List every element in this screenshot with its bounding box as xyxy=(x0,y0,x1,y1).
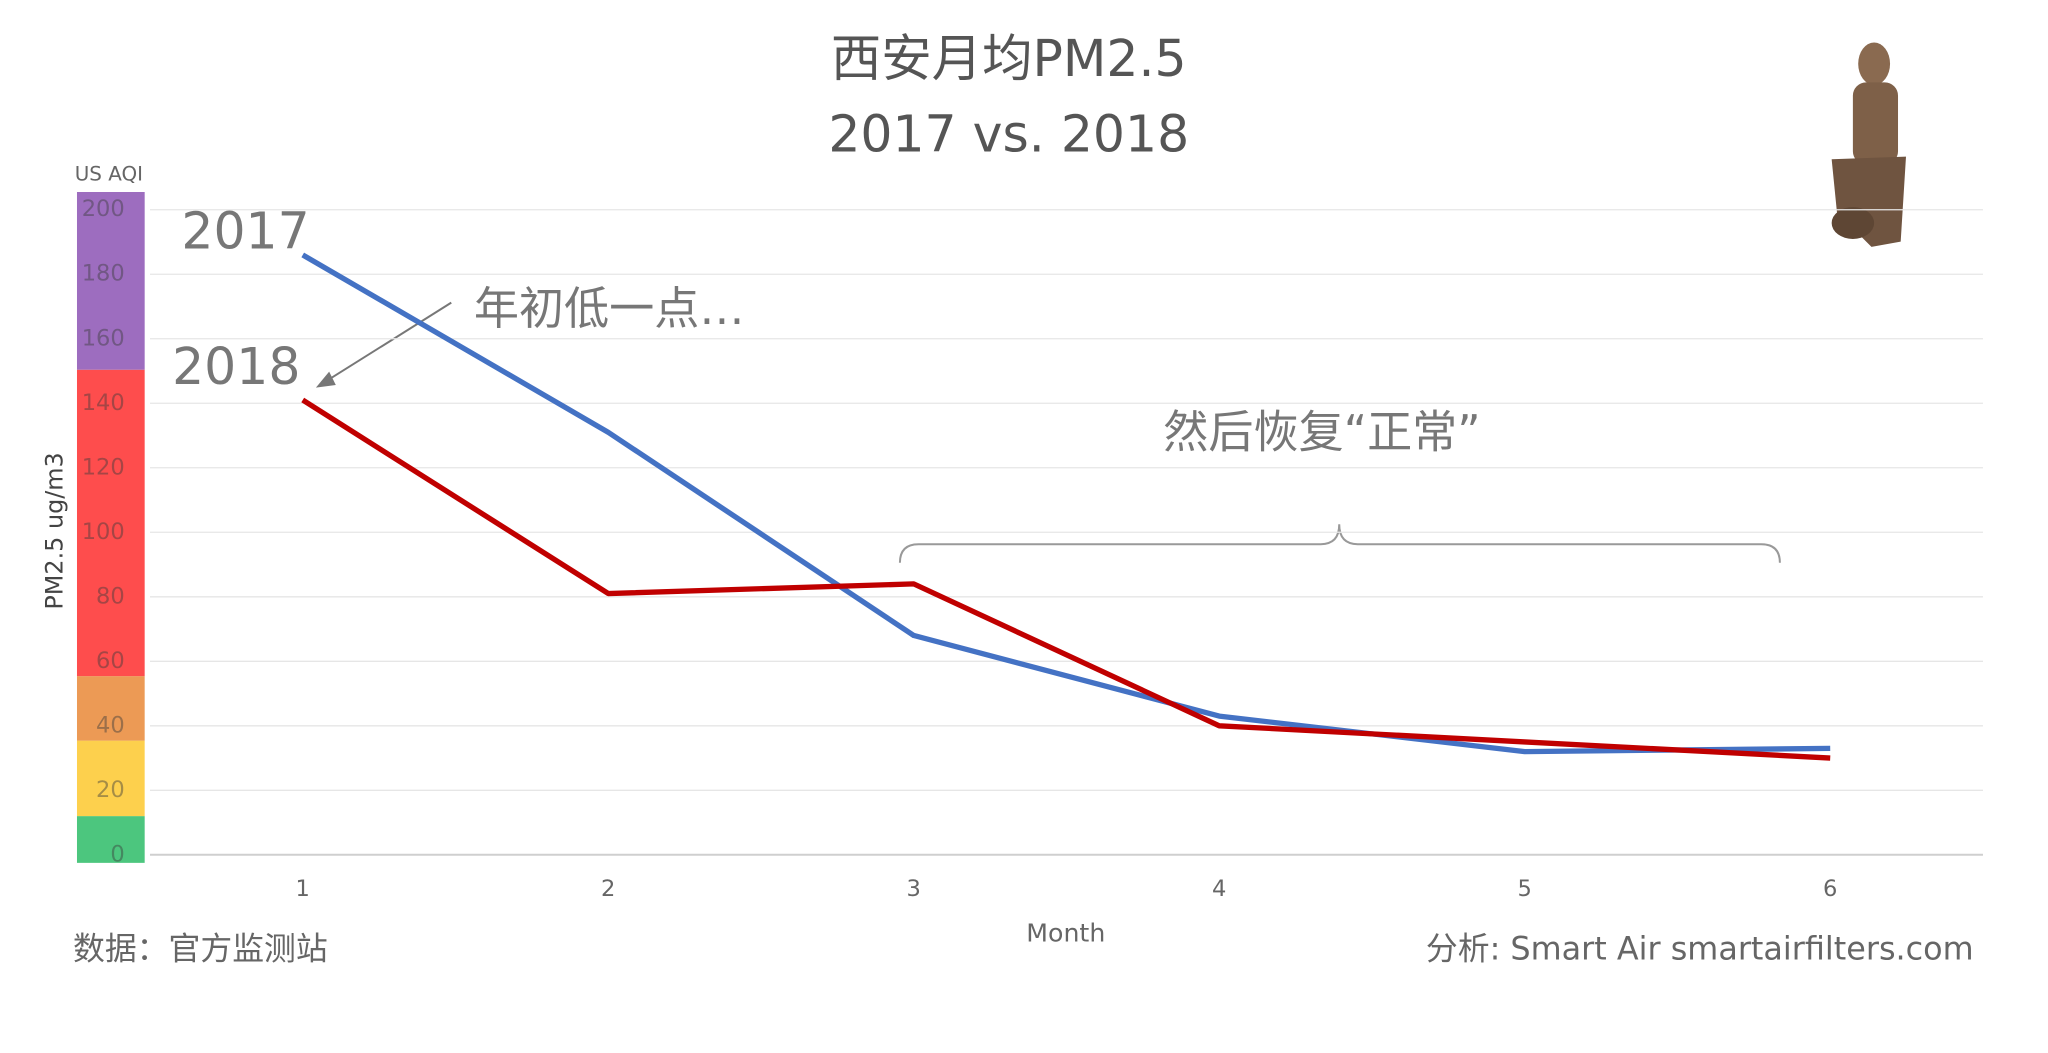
warrior-image xyxy=(1831,42,1906,247)
series-label: 2017 xyxy=(181,201,309,260)
chart-subtitle: 2017 vs. 2018 xyxy=(828,105,1189,164)
x-tick-label: 4 xyxy=(1212,876,1226,902)
x-tick-label: 3 xyxy=(907,876,921,902)
y-tick-label: 0 xyxy=(110,841,124,867)
aqi-band xyxy=(76,816,145,863)
y-tick-label: 40 xyxy=(96,712,125,738)
aqi-band xyxy=(76,740,145,817)
y-tick-label: 160 xyxy=(82,325,125,351)
y-tick-label: 20 xyxy=(96,777,125,803)
y-tick-label: 60 xyxy=(96,648,125,674)
credit: 分析: Smart Air smartairfilters.com xyxy=(1426,929,1974,967)
y-tick-label: 120 xyxy=(82,454,125,480)
arrow-head xyxy=(315,371,336,388)
y-tick-label: 200 xyxy=(82,196,125,222)
chart-title: 西安月均PM2.5 xyxy=(831,29,1187,88)
aqi-label: US AQI xyxy=(75,163,143,186)
y-tick-label: 80 xyxy=(96,583,125,609)
x-tick-label: 2 xyxy=(601,876,615,902)
annotation: 然后恢复“正常” xyxy=(1163,405,1480,458)
series-label: 2018 xyxy=(172,337,300,396)
aqi-band xyxy=(76,369,145,677)
source: 数据：官方监测站 xyxy=(73,929,328,967)
x-tick-label: 6 xyxy=(1823,876,1837,902)
series-line xyxy=(301,252,1831,755)
y-tick-label: 100 xyxy=(82,519,125,545)
y-axis-label: PM2.5 ug/m3 xyxy=(41,452,69,609)
x-tick-label: 5 xyxy=(1518,876,1532,902)
series-line xyxy=(301,397,1831,761)
y-tick-label: 140 xyxy=(82,390,125,416)
annotation: 年初低一点… xyxy=(474,282,745,335)
y-tick-label: 180 xyxy=(82,261,125,287)
bracket xyxy=(898,524,1781,563)
x-tick-label: 1 xyxy=(296,876,310,902)
annotation-arrow xyxy=(325,301,452,382)
x-axis-label: Month xyxy=(1026,918,1105,947)
aqi-band xyxy=(76,192,145,370)
aqi-band xyxy=(76,676,145,741)
